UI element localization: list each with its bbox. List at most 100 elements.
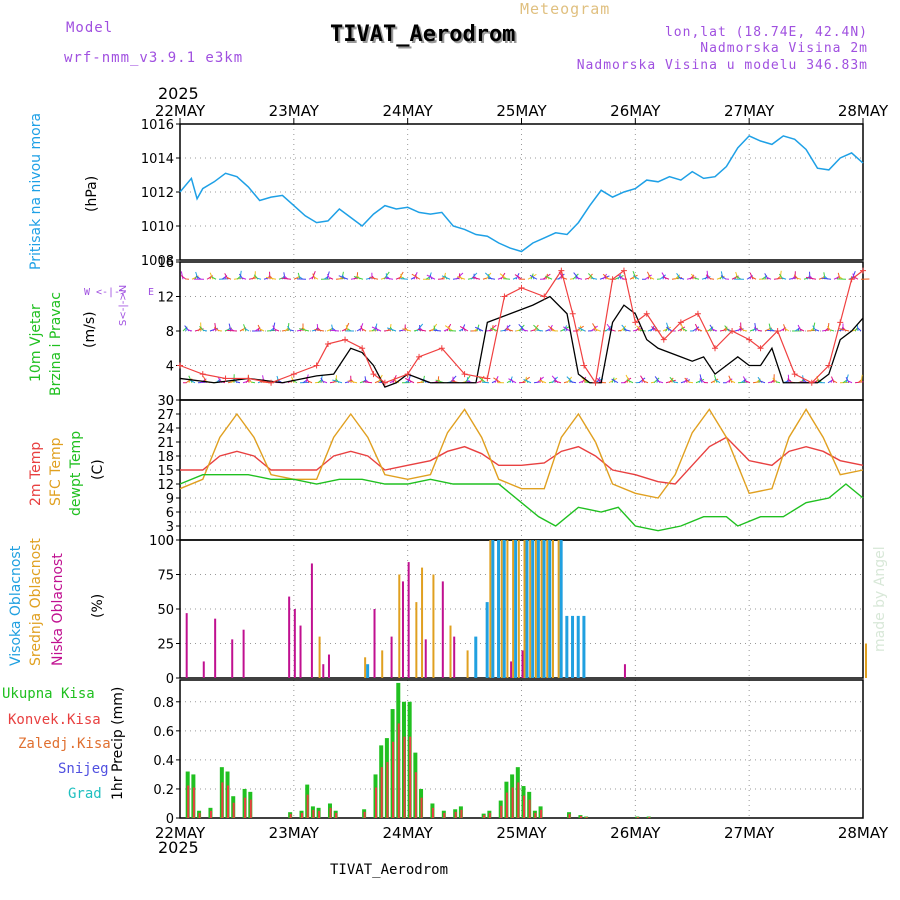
wind-barb xyxy=(668,377,674,384)
precip-convective-bar xyxy=(392,741,395,818)
wind-barb xyxy=(386,327,397,332)
wind-barb xyxy=(359,380,367,384)
wind-gust-marker xyxy=(569,310,576,317)
date-label-bottom: 22MAY xyxy=(155,824,206,842)
wind-gust-marker xyxy=(541,293,548,300)
elevation: Nadmorska Visina 2m xyxy=(700,41,868,56)
wind-barb xyxy=(764,273,769,280)
wind-barb xyxy=(764,276,767,280)
wind-gust-marker xyxy=(729,328,736,334)
low-cloud-bar xyxy=(407,562,410,678)
high-cloud-bar xyxy=(576,615,580,678)
wind-gust-marker xyxy=(501,293,508,300)
wind-barb xyxy=(830,379,833,383)
precip-convective-bar xyxy=(534,812,537,818)
low-cloud-bar xyxy=(453,636,456,678)
wind-barb xyxy=(744,380,751,384)
wind-barb xyxy=(524,376,527,383)
wind-barb xyxy=(257,324,262,332)
wind-barb xyxy=(720,271,724,280)
wind-barb xyxy=(578,381,583,384)
wind-barb xyxy=(189,379,196,384)
wind-barb xyxy=(505,328,514,332)
wind-gust-marker xyxy=(746,336,753,343)
y-tick-label: 50 xyxy=(157,603,174,618)
precip-convective-bar xyxy=(249,799,252,818)
high-cloud-bar xyxy=(502,540,506,678)
wind-barb xyxy=(706,270,709,280)
wind-barb xyxy=(742,329,748,332)
wind-barb xyxy=(520,328,529,332)
wind-barb xyxy=(353,276,364,280)
wind-barb xyxy=(720,275,727,280)
wind-gust-marker xyxy=(461,371,468,378)
wind-gust-marker xyxy=(342,336,349,343)
precip-convective-bar xyxy=(488,812,491,818)
wind-barb xyxy=(620,325,627,332)
wind-gust-marker xyxy=(643,310,650,317)
wind-barb xyxy=(417,328,427,332)
low-cloud-bar xyxy=(214,618,217,678)
precip-convective-bar xyxy=(523,795,525,818)
wind-barb xyxy=(857,327,862,332)
wind-barb xyxy=(539,377,542,383)
mid-cloud-bar xyxy=(489,540,492,678)
y-tick-label: 0.4 xyxy=(153,754,174,769)
wind-barb xyxy=(187,329,193,332)
high-cloud-bar xyxy=(571,615,575,678)
wind-gust-marker xyxy=(313,362,320,369)
wind-gust-marker xyxy=(757,345,764,352)
wind-gust-marker xyxy=(484,375,491,382)
precip-convective-bar xyxy=(187,785,190,818)
mid-cloud-bar xyxy=(557,540,560,678)
wind-barb xyxy=(711,328,718,332)
wind-barb xyxy=(384,277,394,280)
low-cloud-bar xyxy=(231,639,234,678)
legend-snow: Snijeg xyxy=(58,761,109,777)
page-title: TIVAT_Aerodrom xyxy=(330,22,516,47)
wind-barb xyxy=(523,379,532,384)
y-tick-label: 0 xyxy=(166,534,174,549)
wind-barb xyxy=(659,274,667,280)
low-cloud-bar xyxy=(401,581,404,678)
y-tick-label: 15 xyxy=(157,464,174,479)
wind-barb xyxy=(672,381,679,384)
date-label-bottom: 28MAY xyxy=(838,824,889,842)
mid-cloud-bar xyxy=(432,574,435,678)
wind-gust-line xyxy=(179,269,864,385)
y-tick-label: 24 xyxy=(157,422,174,437)
wind-barb xyxy=(775,381,781,384)
wind-barb xyxy=(312,273,316,280)
lonlat: lon,lat (18.74E, 42.4N) xyxy=(664,25,868,40)
wind-barb xyxy=(214,326,220,332)
high-cloud-bar xyxy=(582,615,586,678)
wind-barb xyxy=(224,273,229,280)
high-cloud-bar xyxy=(525,540,529,678)
wind-barb xyxy=(472,276,481,280)
wind-barb xyxy=(852,273,856,280)
wind-barb xyxy=(768,323,772,332)
wind-barb xyxy=(545,329,550,332)
wind-barb xyxy=(754,322,757,332)
wind-barb xyxy=(458,328,463,332)
low-cloud-bar xyxy=(299,625,302,678)
y-tick-label: 27 xyxy=(157,408,174,423)
precip-convective-bar xyxy=(460,809,463,818)
wind-barb xyxy=(617,329,622,332)
wind-barb xyxy=(393,377,397,383)
wind-barb xyxy=(751,276,757,280)
wind-barb xyxy=(821,277,832,280)
wind-barb xyxy=(459,325,469,332)
precip-convective-bar xyxy=(227,785,230,818)
wind-barb xyxy=(632,275,640,280)
mid-cloud-bar xyxy=(449,625,452,678)
precip-convective-bar xyxy=(329,807,332,818)
compass-w: W xyxy=(84,287,91,298)
wind-gust-marker xyxy=(438,345,445,352)
wind-gust-marker xyxy=(660,336,667,343)
wind-barb xyxy=(754,326,760,332)
wind-barb xyxy=(345,325,349,332)
wind-barb xyxy=(699,374,703,383)
wind-barb xyxy=(226,276,232,280)
